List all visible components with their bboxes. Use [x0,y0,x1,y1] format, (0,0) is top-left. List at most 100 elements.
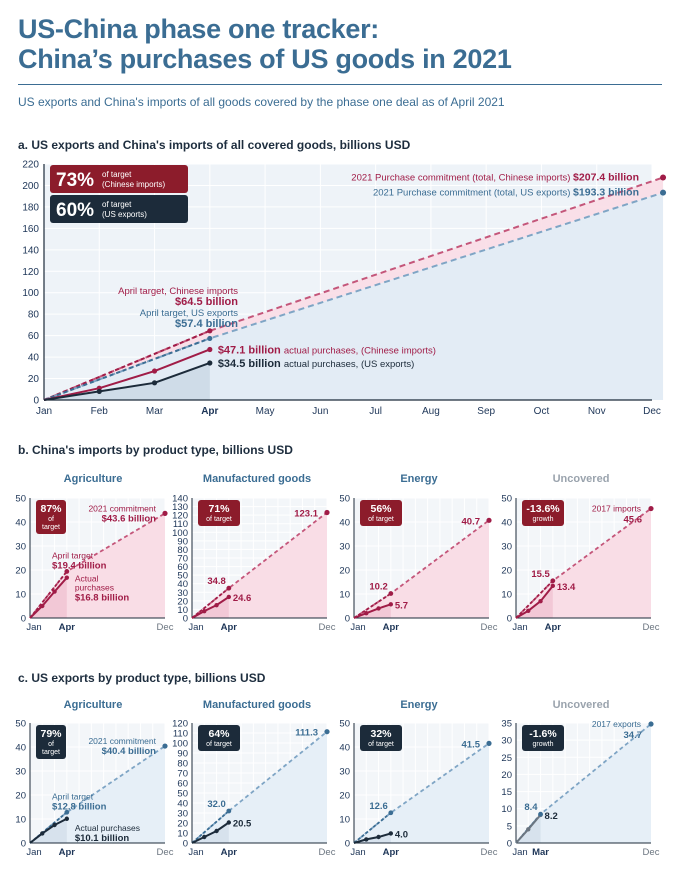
actual-value: 5.7 [395,600,408,611]
x-tick-label: Feb [91,406,109,417]
actual-line [191,596,230,619]
badge-label1-1: of target [102,200,132,209]
y-tick-label: 0 [33,396,39,407]
panel-x-tick: Dec [643,847,660,858]
panel-y-tick: 10 [177,605,188,616]
actual-value: $16.8 billion [75,593,130,604]
target-value: 34.8 [207,576,226,587]
panel-badge-label: of [48,516,54,523]
panel-y-tick: 20 [339,566,350,577]
b-uncovered-chart: 0 10 20 30 40 50 Jan Apr Dec -13.6%growth 2017 imp… [501,494,659,634]
actual-point [364,837,369,842]
panel-y-tick: 100 [172,528,188,539]
end-value: 41.5 [462,739,481,750]
panel-y-tick: 20 [501,770,512,781]
panel-y-tick: 5 [507,821,512,832]
panel-x-tick: Dec [319,622,336,633]
china-actual-annotation: $47.1 billion actual purchases, (Chinese… [218,344,436,356]
april-china-target-value: $64.5 billion [175,296,238,308]
actual-value: 8.2 [545,811,558,822]
x-tick-label: Oct [534,406,550,417]
end-value: 111.3 [295,728,318,739]
panel-x-tick: Apr [221,847,238,858]
panel-y-tick: 90 [177,536,188,547]
commit-label: 2021 commitment [88,736,156,746]
panel-x-tick: Dec [481,622,498,633]
panel-x-tick: Jan [26,622,41,633]
target-value: 8.4 [524,802,538,813]
panel-y-tick: 30 [339,542,350,553]
actual-area [30,577,67,618]
c-uncovered-chart: 0 5 10 15 20 25 30 35 Jan Mar Dec -1.6%growth 2017 e… [501,719,659,859]
panel-y-tick: 20 [177,819,188,830]
end-value: 45.6 [624,515,643,526]
panel-x-tick: Dec [643,622,660,633]
panel-x-tick: Apr [59,847,76,858]
badge-value-1: 60% [56,200,94,221]
panel-y-tick: 10 [177,829,188,840]
panel-x-tick: Mar [532,847,549,858]
us-actual-line [43,362,211,401]
x-tick-label: Sep [477,406,495,417]
end-point [162,510,168,516]
target-point [550,578,556,584]
target-ytd-line [191,587,230,619]
y-tick-label: 60 [28,331,40,342]
actual-point [550,583,556,589]
actual-label: Actual purchases [75,823,140,833]
x-tick-label: Dec [643,406,661,417]
panel-badge-label: growth [532,516,553,523]
panel-y-tick: 40 [339,518,350,529]
x-tick-label: Jan [36,406,52,417]
panel-badge-label: of target [206,741,232,748]
us-actual-point [207,360,213,366]
section-a-title: a. US exports and China's imports of all… [18,138,411,152]
panel-x-tick: Apr [59,622,76,633]
actual-value: $10.1 billion [75,833,130,844]
target-area [30,746,165,843]
x-tick-label: May [256,406,275,417]
us-actual-area [44,362,210,400]
china-actual-point [207,346,213,353]
actual-line [353,832,392,844]
panel-y-tick: 40 [339,743,350,754]
actual-area [516,814,541,843]
panel-y-tick: 0 [183,839,188,850]
panel-badge-box [198,500,240,526]
actual-value: 13.4 [557,582,576,593]
panel-x-tick: Apr [221,622,238,633]
actual-point [376,606,381,611]
panel-x-tick: Jan [512,622,527,633]
panel-y-tick: 10 [501,590,512,601]
panel-y-tick: 10 [501,804,512,815]
actual-point [52,822,57,828]
panel-y-tick: 40 [15,743,26,754]
target-point [538,811,543,817]
target-ytd-line [353,812,392,844]
end-label: 2017 imports [592,504,641,514]
panel-badge-value: -1.6% [529,728,557,740]
actual-line [29,577,68,619]
panel-badge-label2: target [42,749,60,756]
panel-x-tick: Jan [350,622,365,633]
x-tick-label: Aug [422,406,440,417]
panel-y-tick: 30 [339,767,350,778]
target-area [516,724,651,843]
panel-y-tick: 50 [177,571,188,582]
panel-y-tick: 120 [172,719,188,730]
panel-y-tick: 35 [501,719,512,730]
panel-y-tick: 10 [339,815,350,826]
panel-y-tick: 50 [15,719,26,730]
actual-point [364,611,369,616]
actual-value: 4.0 [395,829,408,840]
actual-point [226,594,232,600]
april-target-label: April target [52,550,94,560]
panel-x-tick: Jan [188,622,203,633]
c-panel-title-uncovered: Uncovered [552,699,610,711]
panel-y-tick: 30 [501,736,512,747]
panel-badge-value: 56% [370,503,392,515]
panel-y-tick: 30 [177,809,188,820]
panel-x-tick: Jan [512,847,527,858]
end-point [486,517,492,523]
